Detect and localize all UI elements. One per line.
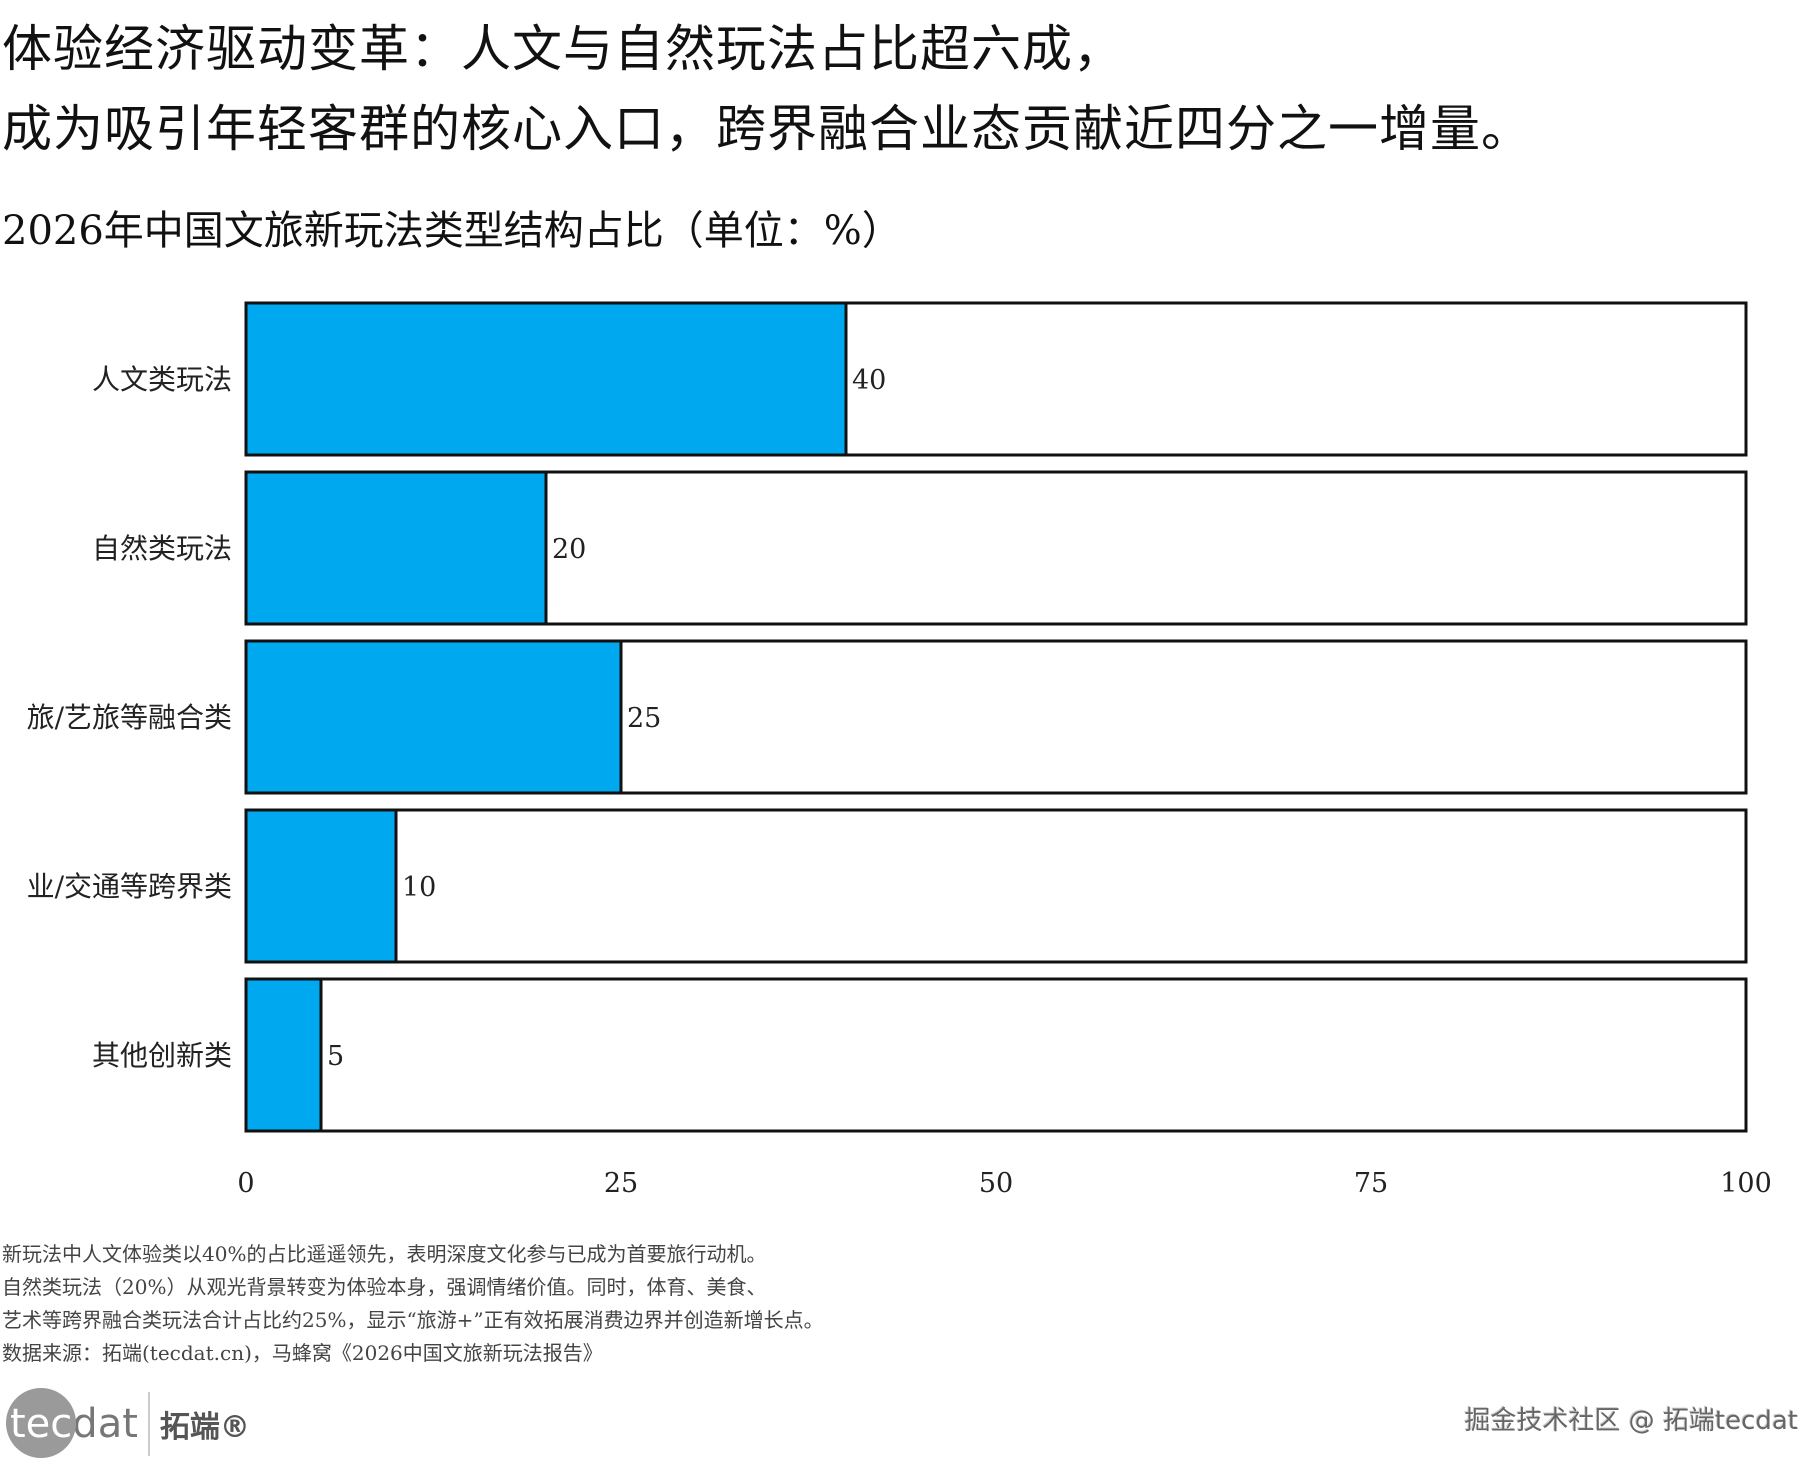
footnote-line: 艺术等跨界融合类玩法合计占比约25%，显示“旅游+”正有效拓展消费边界并创造新增…	[2, 1308, 824, 1332]
category-label: 旅/艺旅等融合类	[27, 701, 232, 734]
category-label: 自然类玩法	[92, 532, 232, 565]
bar	[244, 301, 848, 457]
bar	[244, 977, 323, 1133]
logo-divider	[147, 1392, 150, 1456]
logo-circle	[6, 1388, 76, 1458]
category-label: 业/交通等跨界类	[27, 870, 232, 903]
x-tick-label: 25	[604, 1168, 638, 1199]
x-tick-label: 100	[1720, 1168, 1772, 1199]
value-label: 40	[852, 365, 886, 396]
footnote-line: 自然类玩法（20%）从观光背景转变为体验本身，强调情绪价值。同时，体育、美食、	[2, 1275, 767, 1299]
value-label: 20	[552, 534, 586, 565]
bar	[244, 639, 623, 795]
logo-tec: tec	[10, 1401, 73, 1447]
x-tick-label: 50	[979, 1168, 1013, 1199]
bar	[244, 808, 398, 964]
watermark: 掘金技术社区 @ 拓端tecdat	[1464, 1406, 1798, 1436]
bar-track	[244, 808, 1748, 964]
headline-line-2: 成为吸引年轻客群的核心入口，跨界融合业态贡献近四分之一增量。	[2, 100, 1532, 158]
bar-track	[244, 977, 1748, 1133]
category-label: 其他创新类	[92, 1039, 232, 1072]
category-label: 人文类玩法	[92, 363, 232, 396]
bar-chart: 40 人文类玩法 20 自然类玩法 25 旅/艺旅等融合类 10 业/交通等跨界类 5 其他创新类…	[27, 301, 1772, 1199]
data-source: 数据来源：拓端(tecdat.cn)，马蜂窝《2026中国文旅新玩法报告》	[2, 1341, 603, 1365]
x-tick-label: 0	[237, 1168, 254, 1199]
value-label: 5	[327, 1041, 344, 1072]
value-label: 10	[402, 872, 436, 903]
headline-line-1: 体验经济驱动变革：人文与自然玩法占比超六成，	[2, 20, 1124, 78]
value-label: 25	[627, 703, 661, 734]
tecdat-logo: tec dat 拓端®	[6, 1388, 250, 1460]
chart-title: 2026年中国文旅新玩法类型结构占比（单位：%）	[2, 208, 902, 254]
logo-dat: dat	[72, 1401, 138, 1447]
bar	[244, 470, 548, 626]
logo-chinese: 拓端®	[159, 1410, 250, 1445]
footnote-line: 新玩法中人文体验类以40%的占比遥遥领先，表明深度文化参与已成为首要旅行动机。	[2, 1242, 767, 1266]
x-tick-label: 75	[1354, 1168, 1388, 1199]
